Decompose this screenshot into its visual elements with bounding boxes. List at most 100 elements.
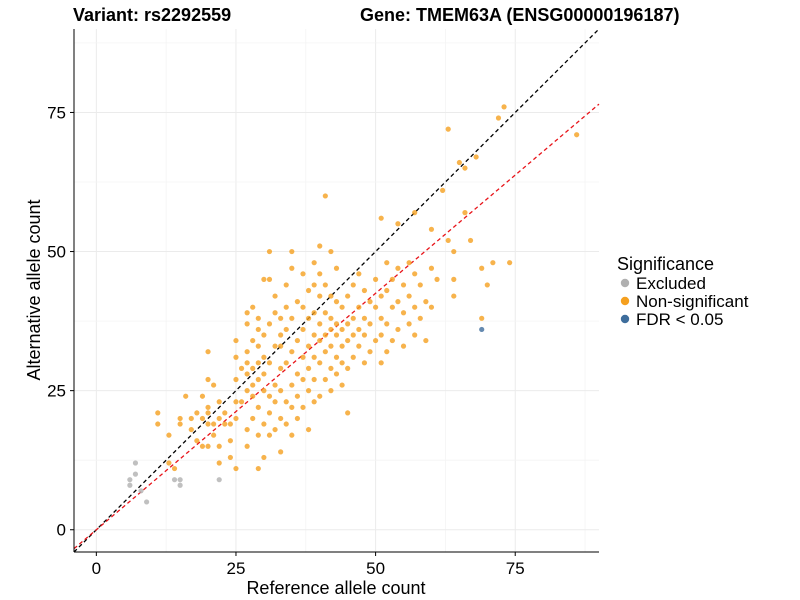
point-non-significant: [255, 465, 261, 472]
point-non-significant: [166, 460, 172, 466]
point-non-significant: [361, 287, 368, 294]
point-non-significant: [250, 365, 256, 371]
point-non-significant: [283, 326, 289, 333]
point-non-significant: [484, 282, 490, 288]
point-non-significant: [389, 337, 395, 344]
point-non-significant: [406, 321, 412, 327]
legend: Significance ExcludedNon-significantFDR …: [617, 254, 749, 329]
reference-line-equal: [73, 28, 600, 553]
point-non-significant: [188, 415, 194, 422]
grid: [74, 29, 599, 552]
point-non-significant: [255, 376, 261, 383]
point-non-significant: [367, 349, 373, 355]
point-non-significant: [311, 354, 317, 360]
point-non-significant: [155, 421, 161, 427]
x-tick-label: 50: [366, 559, 385, 578]
point-non-significant: [423, 337, 429, 344]
point-fdr-0-05: [479, 326, 485, 333]
point-non-significant: [294, 415, 301, 422]
point-non-significant: [451, 248, 457, 255]
point-non-significant: [311, 332, 317, 338]
point-non-significant: [244, 349, 250, 355]
point-non-significant: [317, 360, 323, 366]
point-non-significant: [255, 315, 261, 321]
point-non-significant: [250, 337, 256, 344]
point-non-significant: [333, 321, 340, 327]
point-non-significant: [294, 371, 301, 377]
point-non-significant: [395, 221, 401, 227]
point-non-significant: [278, 315, 284, 321]
point-non-significant: [305, 343, 312, 349]
point-non-significant: [278, 388, 284, 394]
point-non-significant: [345, 410, 351, 416]
point-non-significant: [199, 393, 206, 399]
point-non-significant: [350, 332, 356, 338]
point-non-significant: [305, 365, 312, 371]
point-non-significant: [272, 382, 278, 388]
point-non-significant: [423, 299, 429, 305]
point-non-significant: [328, 388, 334, 394]
point-non-significant: [227, 438, 233, 444]
point-non-significant: [378, 332, 384, 338]
point-non-significant: [339, 343, 345, 349]
point-non-significant: [289, 265, 295, 271]
point-non-significant: [233, 465, 239, 472]
point-non-significant: [479, 315, 485, 321]
point-non-significant: [305, 426, 312, 433]
point-non-significant: [205, 410, 211, 416]
point-non-significant: [445, 126, 451, 132]
point-non-significant: [372, 276, 379, 282]
point-non-significant: [261, 388, 267, 394]
point-non-significant: [400, 282, 407, 288]
point-non-significant: [384, 260, 390, 266]
point-non-significant: [205, 376, 211, 383]
legend-key: [620, 296, 630, 306]
point-non-significant: [216, 443, 222, 449]
point-non-significant: [255, 326, 261, 333]
point-non-significant: [188, 426, 194, 433]
point-non-significant: [283, 360, 289, 366]
point-non-significant: [194, 438, 200, 444]
point-non-significant: [311, 376, 317, 383]
point-non-significant: [300, 304, 306, 310]
point-non-significant: [272, 293, 278, 299]
point-non-significant: [244, 360, 250, 366]
point-non-significant: [389, 276, 395, 282]
point-non-significant: [289, 248, 295, 255]
point-non-significant: [378, 215, 384, 221]
point-non-significant: [244, 321, 250, 327]
point-non-significant: [345, 365, 351, 371]
point-non-significant: [183, 393, 189, 399]
point-non-significant: [205, 421, 211, 427]
point-non-significant: [507, 260, 513, 266]
point-non-significant: [255, 360, 261, 366]
point-non-significant: [367, 321, 373, 327]
point-non-significant: [250, 304, 256, 310]
point-non-significant: [356, 343, 362, 349]
point-non-significant: [311, 260, 317, 266]
point-non-significant: [412, 332, 418, 338]
point-non-significant: [345, 337, 351, 344]
point-non-significant: [328, 365, 334, 371]
x-axis-title: Reference allele count: [246, 578, 425, 598]
point-non-significant: [479, 265, 485, 271]
point-non-significant: [339, 326, 345, 333]
point-non-significant: [311, 310, 317, 316]
point-non-significant: [238, 365, 245, 371]
point-non-significant: [244, 371, 250, 377]
point-excluded: [177, 477, 183, 483]
point-non-significant: [272, 343, 278, 349]
point-non-significant: [356, 271, 362, 277]
point-non-significant: [317, 271, 323, 277]
legend-key: [620, 278, 630, 288]
point-non-significant: [400, 310, 407, 316]
point-non-significant: [412, 210, 418, 216]
scatter-points: [127, 104, 580, 505]
point-non-significant: [233, 354, 239, 360]
point-non-significant: [462, 165, 468, 171]
point-non-significant: [328, 248, 334, 255]
point-non-significant: [272, 399, 278, 405]
point-non-significant: [222, 421, 228, 427]
point-non-significant: [278, 343, 284, 349]
